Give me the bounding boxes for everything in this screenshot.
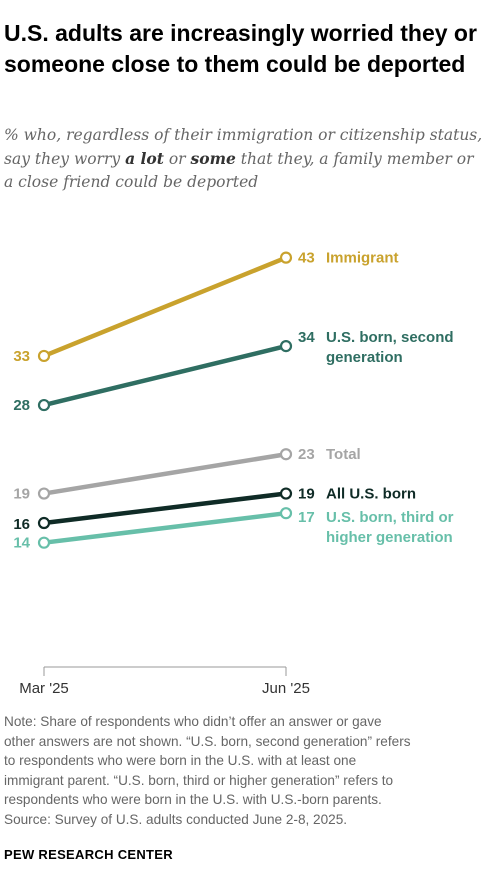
note-line: Note: Share of respondents who didn’t of… — [4, 714, 382, 729]
note-line: respondents who were born in the U.S. wi… — [4, 792, 382, 807]
series: 19 23 Total — [13, 446, 360, 502]
data-point — [279, 340, 293, 353]
series-line — [41, 510, 289, 545]
series: 28 34 U.S. born, second generation — [13, 329, 453, 414]
pew-research-center-logo: PEW RESEARCH CENTER — [4, 847, 173, 862]
series-line — [41, 491, 289, 526]
data-label: 14 — [13, 535, 30, 552]
series-group: 33 43 Immigrant 28 34 U.S. born, second genera… — [13, 250, 453, 552]
subtitle-text-1: % who, regardless of their immigration o… — [4, 126, 483, 168]
data-label: 17 — [298, 509, 315, 526]
series-line — [41, 343, 289, 408]
subtitle-text-3: that they, a family member or a close fr… — [4, 150, 474, 191]
data-label: 33 — [13, 348, 30, 365]
note-line: to respondents who were born in the U.S.… — [4, 753, 357, 768]
data-point — [279, 487, 293, 500]
data-point — [279, 448, 293, 461]
data-label: 43 — [298, 250, 315, 267]
data-label: 28 — [13, 397, 30, 414]
subtitle-text-2: or — [163, 150, 191, 168]
chart-note: Note: Share of respondents who didn’t of… — [4, 712, 484, 829]
x-tick-label: Mar '25 — [19, 680, 69, 697]
data-point — [37, 398, 51, 412]
line-chart: Mar '25 Jun '25 33 43 Immigrant 28 34 U.S. bor… — [13, 250, 453, 697]
data-point — [37, 487, 51, 500]
series-name-label: Total — [326, 446, 361, 463]
series: 33 43 Immigrant — [13, 250, 398, 365]
data-point — [37, 349, 51, 363]
series-name-label: All U.S. born — [326, 486, 416, 503]
data-label: 23 — [298, 446, 315, 463]
data-point — [279, 507, 293, 520]
data-point — [37, 536, 51, 549]
series: 16 19 All U.S. born — [13, 486, 416, 533]
subtitle-emphasis-a-lot: a lot — [125, 149, 164, 168]
x-tick-label: Jun '25 — [262, 680, 310, 697]
series: 14 17 U.S. born, third or higher generation — [13, 507, 454, 552]
series-name-label: Immigrant — [326, 250, 399, 267]
chart-subtitle: % who, regardless of their immigration o… — [4, 124, 484, 194]
data-label: 19 — [298, 486, 315, 503]
data-label: 19 — [13, 486, 30, 503]
note-line: other answers are not shown. “U.S. born,… — [4, 733, 411, 749]
series-line — [41, 255, 289, 359]
data-point — [279, 251, 293, 264]
series-name-label: generation — [326, 349, 403, 366]
series-name-label: higher generation — [326, 529, 453, 546]
data-point — [37, 516, 51, 530]
series-line — [41, 451, 289, 496]
chart-title: U.S. adults are increasingly worried the… — [4, 20, 477, 77]
source-line: Source: Survey of U.S. adults conducted … — [4, 811, 348, 827]
x-axis: Mar '25 Jun '25 — [19, 666, 310, 697]
data-label: 16 — [13, 516, 30, 533]
data-label: 34 — [298, 329, 315, 346]
series-name-label: U.S. born, second — [326, 329, 454, 346]
series-name-label: U.S. born, third or — [326, 509, 454, 526]
note-line: immigrant parent. “U.S. born, third or h… — [4, 772, 394, 788]
subtitle-emphasis-some: some — [190, 149, 236, 168]
